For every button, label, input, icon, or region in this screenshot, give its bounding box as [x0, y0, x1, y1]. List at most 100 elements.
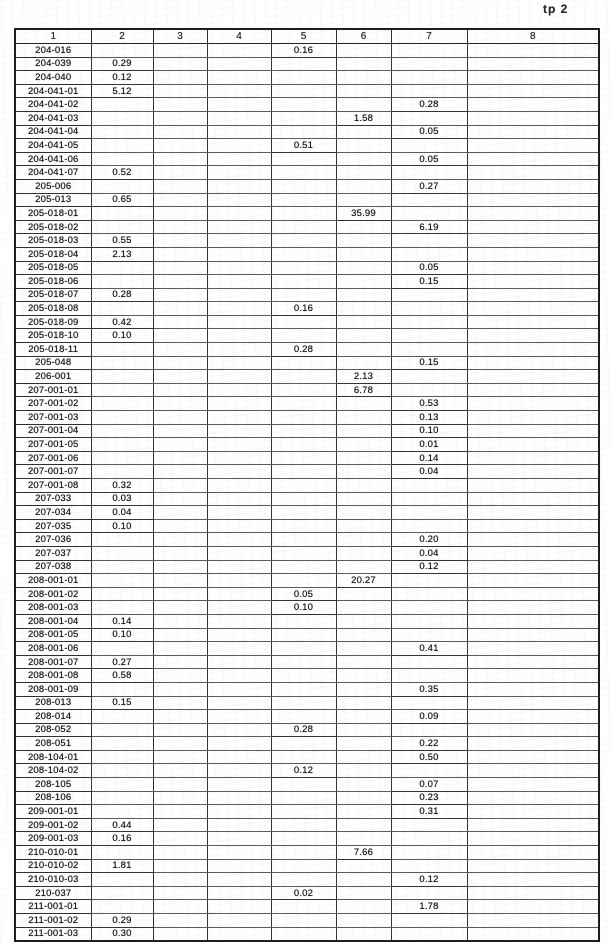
cell-col-6 [335, 342, 392, 357]
row-label: 205-018-04 [14, 246, 92, 262]
row-label: 210-037 [14, 885, 92, 901]
cell-col-7: 0.05 [390, 260, 468, 276]
cell-col-7 [390, 138, 468, 153]
row-label: 208-001-08 [14, 668, 92, 683]
table-row: 205-018-08 0.16 [14, 301, 600, 316]
row-label: 204-016 [14, 43, 92, 58]
table-row: 207-001-05 0.01 [14, 437, 600, 452]
cell-col-8 [466, 777, 600, 792]
cell-col-3 [152, 505, 208, 520]
cell-col-7 [390, 600, 468, 615]
cell-col-4 [206, 260, 272, 276]
cell-col-8 [466, 423, 600, 439]
table-row: 205-018-06 0.15 [14, 274, 600, 289]
cell-col-5 [270, 668, 337, 683]
table-row: 210-010-01 7.66 [14, 845, 600, 860]
cell-col-2: 0.16 [90, 831, 154, 847]
cell-col-5 [270, 260, 337, 276]
cell-col-8 [466, 763, 600, 779]
cell-col-3 [152, 151, 208, 167]
cell-col-7: 0.10 [390, 423, 468, 439]
cell-col-5 [270, 559, 337, 575]
cell-col-8 [466, 450, 600, 466]
cell-col-4 [206, 681, 272, 697]
cell-col-4 [206, 885, 272, 901]
cell-col-2 [90, 600, 154, 615]
cell-col-4 [206, 274, 272, 289]
cell-col-6 [335, 654, 392, 670]
cell-col-4 [206, 423, 272, 439]
cell-col-6 [335, 287, 392, 303]
cell-col-6 [335, 763, 392, 779]
row-label: 207-035 [14, 518, 92, 534]
row-label: 205-048 [14, 355, 92, 371]
cell-col-2: 0.03 [90, 491, 154, 507]
table-row: 210-010-03 0.12 [14, 872, 600, 887]
cell-col-3 [152, 804, 208, 819]
cell-col-5: 0.12 [270, 763, 337, 779]
table-row: 205-018-02 6.19 [14, 219, 600, 235]
cell-col-4 [206, 926, 272, 942]
cell-col-2 [90, 545, 154, 561]
cell-col-6 [335, 328, 392, 344]
cell-col-4 [206, 138, 272, 153]
row-label: 208-013 [14, 695, 92, 711]
cell-col-4 [206, 464, 272, 479]
cell-col-7: 0.12 [390, 872, 468, 887]
cell-col-6: 6.78 [335, 382, 392, 398]
table-row: 208-001-03 0.10 [14, 600, 600, 615]
table-row: 204-041-03 1.58 [14, 110, 600, 126]
row-label: 207-038 [14, 559, 92, 575]
cell-col-7 [390, 885, 468, 901]
table-row: 205-018-01 35.99 [14, 206, 600, 221]
cell-col-3 [152, 777, 208, 792]
cell-col-4 [206, 695, 272, 711]
cell-col-4 [206, 627, 272, 643]
cell-col-6 [335, 749, 392, 765]
cell-col-6 [335, 872, 392, 887]
table-row: 210-010-02 1.81 [14, 858, 600, 874]
cell-col-8 [466, 43, 600, 58]
cell-col-5 [270, 83, 337, 99]
cell-col-8 [466, 586, 600, 602]
cell-col-5 [270, 464, 337, 479]
cell-col-2 [90, 885, 154, 901]
cell-col-2 [90, 43, 154, 58]
cell-col-8 [466, 845, 600, 860]
cell-col-5 [270, 287, 337, 303]
cell-col-7 [390, 43, 468, 58]
table-row: 205-006 0.27 [14, 178, 600, 194]
cell-col-4 [206, 233, 272, 248]
cell-col-2 [90, 586, 154, 602]
cell-col-8 [466, 274, 600, 289]
table-row: 208-052 0.28 [14, 722, 600, 738]
cell-col-5 [270, 206, 337, 221]
table-row: 204-041-06 0.05 [14, 151, 600, 167]
cell-col-6 [335, 219, 392, 235]
cell-col-7: 0.05 [390, 151, 468, 167]
cell-col-8 [466, 382, 600, 398]
row-label: 204-041-01 [14, 83, 92, 99]
table-row: 207-001-03 0.13 [14, 410, 600, 425]
cell-col-7 [390, 518, 468, 534]
cell-col-7 [390, 613, 468, 629]
cell-col-3 [152, 342, 208, 357]
cell-col-8 [466, 681, 600, 697]
page-label: tp 2 [543, 2, 569, 16]
cell-col-5: 0.28 [270, 722, 337, 738]
cell-col-7 [390, 83, 468, 99]
cell-col-4 [206, 613, 272, 629]
cell-col-4 [206, 777, 272, 792]
row-label: 204-040 [14, 70, 92, 85]
cell-col-7 [390, 926, 468, 942]
cell-col-4 [206, 872, 272, 887]
cell-col-2 [90, 709, 154, 724]
cell-col-5 [270, 573, 337, 588]
row-label: 205-006 [14, 178, 92, 194]
cell-col-4 [206, 913, 272, 928]
cell-col-7 [390, 328, 468, 344]
cell-col-7 [390, 586, 468, 602]
cell-col-4 [206, 206, 272, 221]
cell-col-3 [152, 899, 208, 914]
cell-col-2 [90, 301, 154, 316]
